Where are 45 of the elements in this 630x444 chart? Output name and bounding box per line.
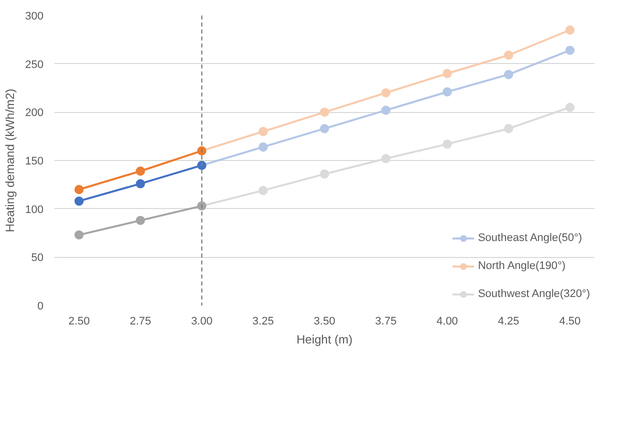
x-tick-label: 2.75 bbox=[130, 316, 152, 328]
x-axis-title: Height (m) bbox=[296, 332, 353, 346]
point bbox=[136, 179, 146, 188]
y-tick-label: 300 bbox=[25, 10, 44, 22]
point bbox=[504, 70, 514, 80]
x-tick-label: 3.25 bbox=[252, 316, 274, 328]
legend-label: North Angle(190°) bbox=[478, 259, 566, 273]
point bbox=[442, 139, 452, 149]
point bbox=[74, 184, 84, 194]
y-tick-label: 150 bbox=[25, 156, 44, 168]
x-tick-label: 3.75 bbox=[375, 316, 397, 328]
y-tick-label: 100 bbox=[25, 204, 44, 216]
point bbox=[74, 230, 84, 240]
point bbox=[565, 46, 575, 55]
x-tick-label: 4.25 bbox=[498, 316, 520, 328]
point bbox=[442, 87, 452, 96]
point bbox=[504, 50, 514, 60]
x-tick-label: 2.50 bbox=[68, 316, 90, 328]
point bbox=[442, 68, 452, 78]
point bbox=[381, 106, 390, 115]
legend-label: Southwest Angle(320°) bbox=[478, 287, 590, 301]
legend-label: Southeast Angle(50°) bbox=[478, 231, 582, 245]
y-axis-title: Heating demand (kWh/m2) bbox=[3, 88, 18, 232]
point bbox=[258, 142, 268, 152]
point bbox=[320, 108, 330, 117]
x-tick-label: 3.00 bbox=[191, 316, 212, 328]
point bbox=[258, 126, 268, 136]
y-tick-label: 250 bbox=[25, 58, 44, 71]
y-tick-label: 50 bbox=[31, 252, 44, 264]
point bbox=[381, 154, 390, 164]
x-tick-label: 4.50 bbox=[559, 316, 581, 328]
point bbox=[381, 88, 390, 98]
point bbox=[504, 124, 514, 134]
point bbox=[320, 124, 330, 134]
point bbox=[565, 25, 575, 35]
x-tick-label: 3.50 bbox=[314, 316, 336, 328]
y-tick-label: 0 bbox=[37, 300, 44, 312]
point bbox=[74, 196, 84, 206]
y-tick-label: 200 bbox=[25, 107, 44, 120]
point bbox=[320, 169, 330, 179]
x-tick-label: 4.00 bbox=[436, 316, 458, 328]
point bbox=[258, 186, 268, 196]
point bbox=[565, 102, 575, 112]
point bbox=[136, 216, 146, 226]
point bbox=[136, 166, 146, 176]
